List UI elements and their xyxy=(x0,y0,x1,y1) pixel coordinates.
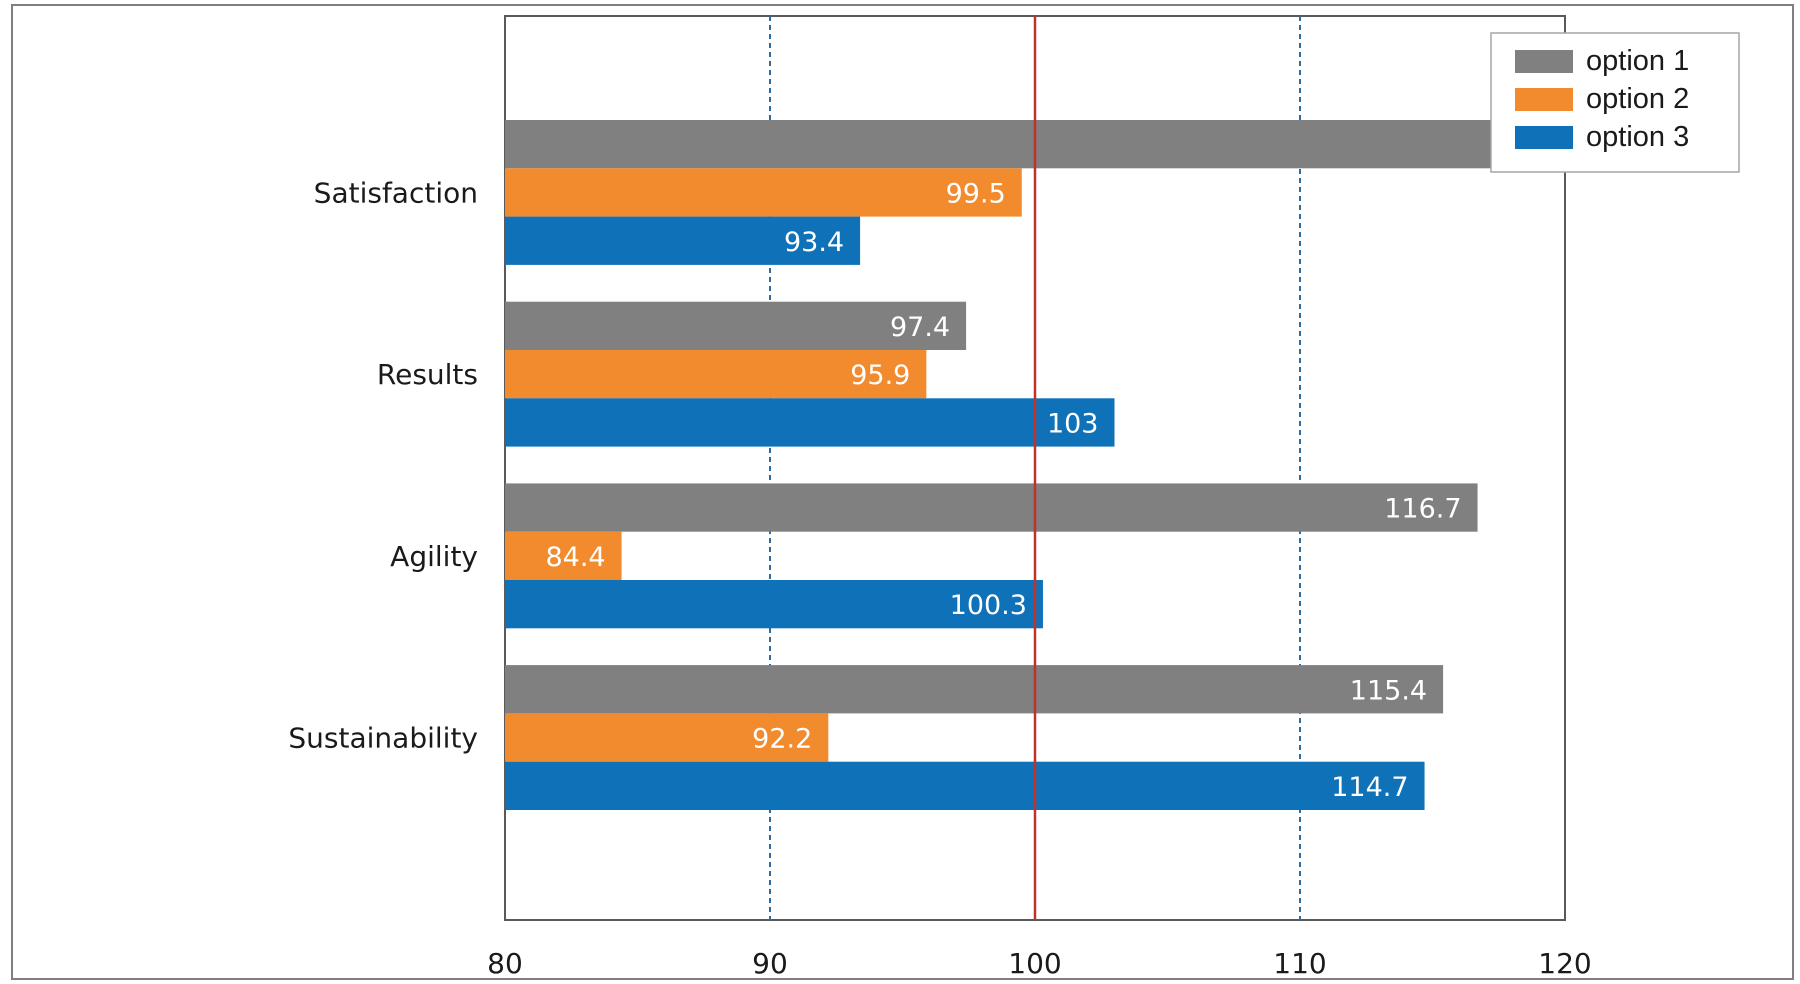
value-label: 114.7 xyxy=(1331,772,1408,803)
legend-swatch xyxy=(1515,50,1573,73)
x-tick-label: 110 xyxy=(1273,947,1326,980)
value-label: 93.4 xyxy=(784,227,844,258)
category-label: Sustainability xyxy=(288,722,478,755)
value-label: 103 xyxy=(1047,408,1099,439)
legend-label: option 1 xyxy=(1586,45,1689,77)
value-label: 99.5 xyxy=(946,178,1006,209)
bar-results-option-2 xyxy=(505,350,927,399)
bar-agility-option-3 xyxy=(505,580,1043,629)
value-label: 92.2 xyxy=(752,724,812,755)
category-label: Agility xyxy=(390,540,478,573)
value-label: 97.4 xyxy=(890,312,950,343)
bar-sustainability-option-2 xyxy=(505,713,829,762)
bar-sustainability-option-1 xyxy=(505,665,1444,714)
bar-agility-option-2 xyxy=(505,531,622,580)
legend: option 1 option 2 option 3 xyxy=(1490,32,1740,173)
value-label: 84.4 xyxy=(545,542,605,573)
x-tick-label: 100 xyxy=(1008,947,1061,980)
x-tick-label: 120 xyxy=(1538,947,1591,980)
bar-sustainability-option-3 xyxy=(505,761,1425,810)
category-label: Satisfaction xyxy=(314,176,478,209)
legend-swatch xyxy=(1515,88,1573,111)
x-axis-ticks: 80 90 100 110 120 xyxy=(487,947,1592,980)
legend-label: option 2 xyxy=(1586,83,1689,115)
x-tick-label: 80 xyxy=(487,947,523,980)
category-labels: Satisfaction Results Agility Sustainability xyxy=(288,176,478,754)
value-label: 100.3 xyxy=(950,590,1027,621)
legend-swatch xyxy=(1515,126,1573,149)
bar-satisfaction-option-3 xyxy=(505,216,861,265)
x-tick-label: 90 xyxy=(752,947,788,980)
value-label: 95.9 xyxy=(850,360,910,391)
value-label: 116.7 xyxy=(1384,494,1461,525)
grid-lines xyxy=(769,16,1301,920)
bar-results-option-1 xyxy=(505,301,967,350)
value-label: 115.4 xyxy=(1350,675,1427,706)
bar-results-option-3 xyxy=(505,398,1115,447)
bar-agility-option-1 xyxy=(505,483,1478,532)
bar-satisfaction-option-2 xyxy=(505,168,1022,217)
category-label: Results xyxy=(377,358,478,391)
legend-label: option 3 xyxy=(1586,121,1689,153)
